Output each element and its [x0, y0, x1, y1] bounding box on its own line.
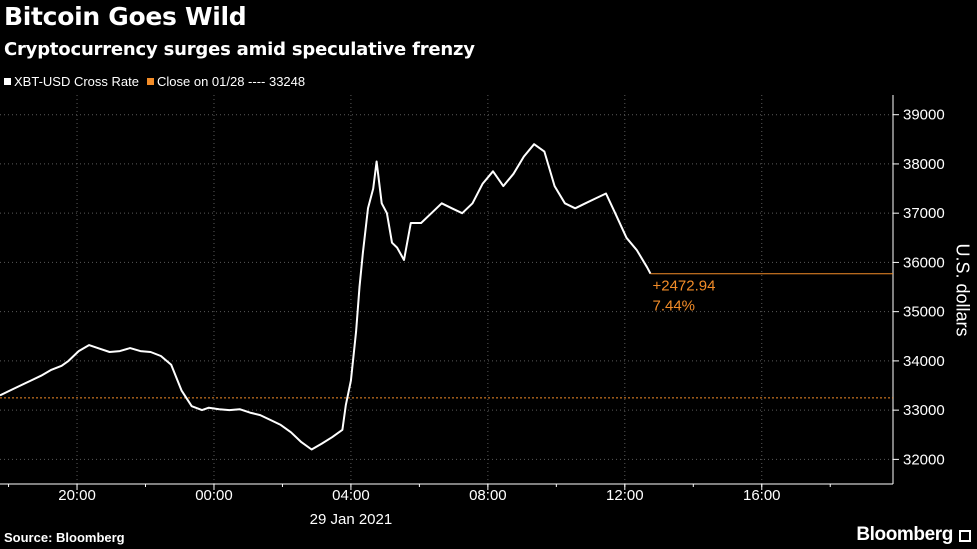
y-tick-label: 36000	[903, 254, 945, 271]
source-note: Source: Bloomberg	[4, 530, 125, 545]
y-tick-label: 37000	[903, 205, 945, 222]
legend-label-close: Close on 01/28 ---- 33248	[156, 74, 306, 89]
legend-swatch-price	[4, 78, 11, 85]
bloomberg-logo-icon	[959, 530, 971, 542]
y-tick-label: 32000	[903, 451, 945, 468]
x-tick-label: 08:00	[469, 487, 507, 504]
change-percent-label: 7.44%	[652, 298, 695, 315]
y-axis-label: U.S. dollars	[952, 243, 973, 337]
x-tick-label: 12:00	[606, 487, 644, 504]
chart-subtitle: Cryptocurrency surges amid speculative f…	[4, 39, 475, 60]
legend-swatch-close	[146, 78, 154, 85]
x-axis-label: 29 Jan 2021	[310, 511, 393, 528]
price-line	[0, 143, 652, 451]
legend-item-close: Close on 01/28 ---- 33248	[146, 74, 306, 89]
y-tick-label: 34000	[903, 353, 945, 370]
legend-label-price: XBT-USD Cross Rate	[14, 74, 139, 89]
x-tick-label: 16:00	[743, 487, 781, 504]
y-tick-label: 33000	[903, 402, 945, 419]
legend: XBT-USD Cross Rate Close on 01/28 ---- 3…	[4, 74, 305, 89]
y-tick-label: 38000	[903, 156, 945, 173]
chart-title: Bitcoin Goes Wild	[4, 2, 247, 31]
x-tick-label: 00:00	[195, 487, 233, 504]
legend-item-price: XBT-USD Cross Rate	[4, 74, 139, 89]
x-tick-label: 20:00	[58, 487, 96, 504]
y-tick-label: 35000	[903, 304, 945, 321]
change-absolute-label: +2472.94	[652, 278, 715, 295]
y-tick-label: 39000	[903, 107, 945, 124]
brand-logo: Bloomberg	[856, 524, 953, 545]
x-tick-label: 04:00	[332, 487, 370, 504]
